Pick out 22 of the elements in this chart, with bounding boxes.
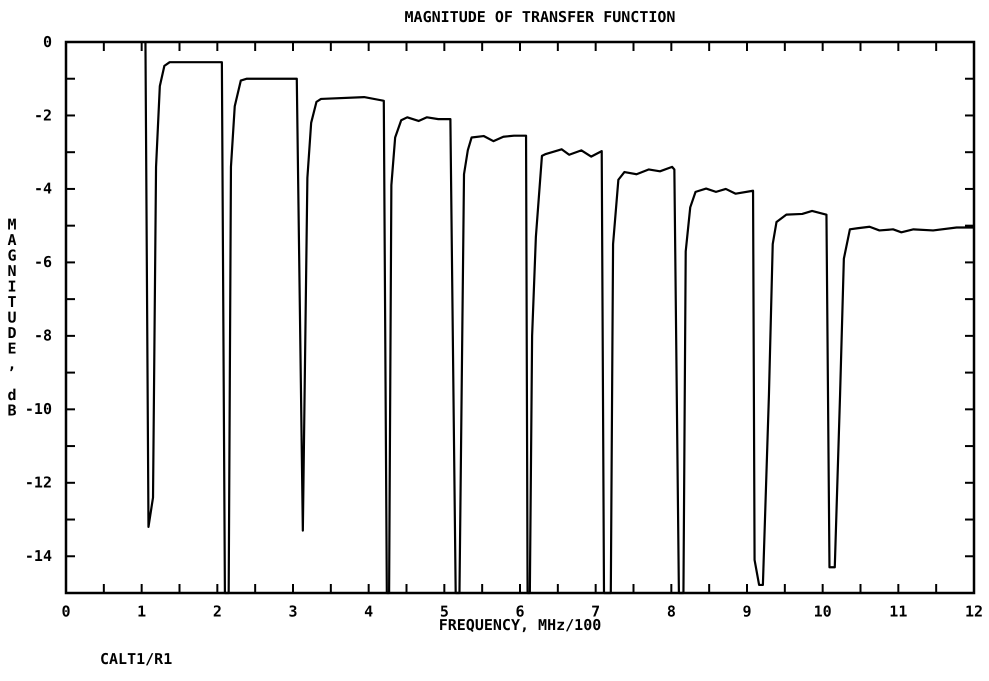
x-axis-title: FREQUENCY, MHz/100 [438, 616, 602, 634]
chart-title: MAGNITUDE OF TRANSFER FUNCTION [404, 8, 676, 26]
x-tick-label: 12 [964, 602, 984, 621]
x-tick-label: 1 [137, 602, 146, 621]
y-tick-label: -6 [34, 253, 52, 272]
x-tick-label: 2 [212, 602, 222, 621]
x-tick-label: 8 [666, 602, 676, 621]
x-tick-label: 4 [364, 602, 374, 621]
x-tick-label: 11 [889, 602, 908, 621]
y-tick-label: -4 [34, 180, 52, 198]
y-tick-label: -12 [24, 474, 52, 492]
y-tick-label: -8 [34, 326, 52, 345]
y-tick-label: -10 [24, 400, 52, 418]
x-tick-label: 9 [742, 602, 752, 621]
y-tick-label: -2 [34, 106, 52, 124]
text: MAGNITUDE, dB [7, 216, 17, 420]
x-tick-label: 3 [288, 602, 298, 621]
x-tick-label: 0 [61, 602, 71, 621]
text: CALT1/R1 [100, 650, 172, 668]
y-tick-label: -14 [24, 547, 52, 566]
y-tick-label: 0 [42, 32, 52, 51]
x-tick-label: 10 [814, 602, 832, 621]
